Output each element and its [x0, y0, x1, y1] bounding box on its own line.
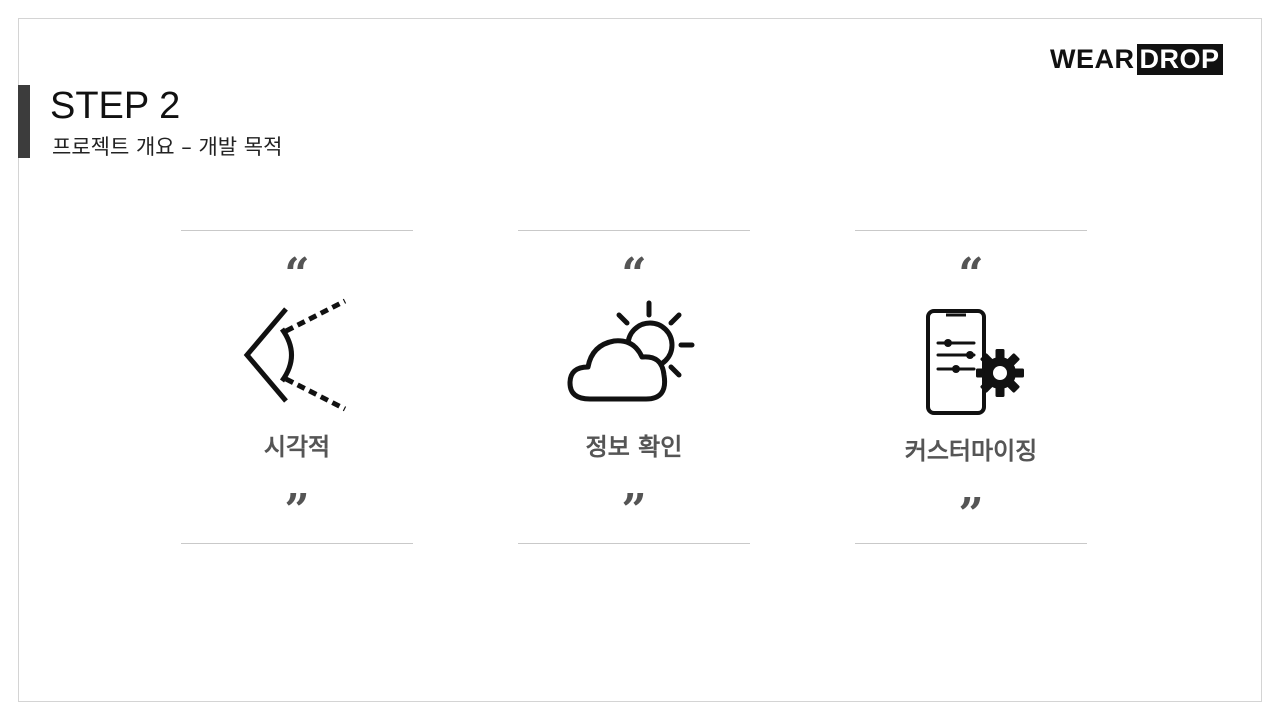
close-quote: ” — [621, 485, 647, 536]
logo-text-wear: WEAR — [1050, 44, 1135, 74]
card-label: 정보 확인 — [585, 433, 683, 461]
close-quote: ” — [958, 489, 984, 540]
logo-text-drop: DROP — [1136, 44, 1223, 75]
card-label: 커스터마이징 — [904, 437, 1038, 465]
weather-cloud-sun-icon — [567, 300, 695, 402]
page-subtitle: 프로젝트 개요 – 개발 목적 — [52, 135, 283, 159]
open-quote: “ — [958, 249, 984, 300]
phone-settings-gear-icon — [926, 309, 1024, 415]
purpose-card-visual: “ 시각적 ” — [181, 230, 413, 544]
eye-vision-icon — [243, 298, 347, 412]
page-title: STEP 2 — [50, 85, 181, 127]
open-quote: “ — [621, 249, 647, 300]
open-quote: “ — [284, 249, 310, 300]
close-quote: ” — [284, 485, 310, 536]
purpose-card-customizing: “ 커스터마이징 ” — [855, 230, 1087, 544]
purpose-card-info: “ 정보 확인 ” — [518, 230, 750, 544]
card-label: 시각적 — [263, 433, 331, 461]
accent-bar — [18, 85, 30, 158]
brand-logo: WEAR DROP — [1050, 44, 1223, 75]
